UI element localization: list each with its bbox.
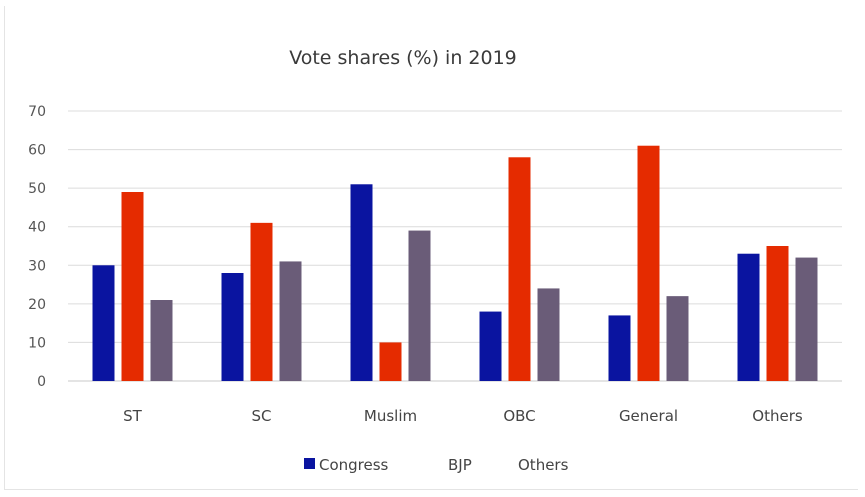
x-category-label: OBC	[503, 407, 535, 425]
x-axis-categories: ST SC Muslim OBC General Others	[123, 407, 803, 425]
bars	[92, 145, 818, 381]
chart-frame	[4, 6, 858, 490]
bar-others-general	[666, 296, 689, 381]
bar-others-obc	[537, 288, 560, 381]
bar-congress-obc	[479, 311, 502, 381]
bar-bjp-muslim	[379, 342, 402, 381]
bar-congress-others	[737, 253, 760, 381]
bar-congress-st	[92, 265, 115, 381]
y-tick-label: 20	[28, 297, 46, 313]
bar-others-muslim	[408, 230, 431, 381]
y-tick-label: 50	[28, 181, 46, 197]
bar-congress-muslim	[350, 184, 373, 381]
x-category-label: Others	[752, 407, 803, 425]
bar-bjp-general	[637, 145, 660, 381]
legend-label-others: Others	[518, 456, 569, 474]
legend-label-bjp: BJP	[448, 456, 472, 474]
bar-bjp-obc	[508, 157, 531, 381]
chart-title: Vote shares (%) in 2019	[289, 47, 517, 69]
bar-bjp-sc	[250, 222, 273, 381]
y-axis-ticks: 0 10 20 30 40 50 60 70	[28, 104, 46, 390]
y-tick-label: 70	[28, 104, 46, 120]
gridlines	[68, 110, 842, 382]
x-category-label: Muslim	[364, 407, 417, 425]
x-category-label: SC	[252, 407, 272, 425]
y-tick-label: 10	[28, 335, 46, 351]
x-category-label: General	[619, 407, 678, 425]
x-category-label: ST	[123, 407, 143, 425]
bar-others-others	[795, 257, 818, 381]
bar-congress-general	[608, 315, 631, 381]
bar-bjp-others	[766, 246, 789, 381]
bar-others-sc	[279, 261, 302, 381]
y-tick-label: 0	[37, 374, 46, 390]
legend: Congress BJP Others	[304, 456, 569, 474]
legend-swatch-congress	[304, 458, 315, 469]
bar-congress-sc	[221, 273, 244, 381]
legend-label-congress: Congress	[319, 456, 389, 474]
y-tick-label: 30	[28, 258, 46, 274]
y-tick-label: 60	[28, 143, 46, 159]
bar-others-st	[150, 300, 173, 381]
y-tick-label: 40	[28, 220, 46, 236]
bar-bjp-st	[121, 192, 144, 381]
